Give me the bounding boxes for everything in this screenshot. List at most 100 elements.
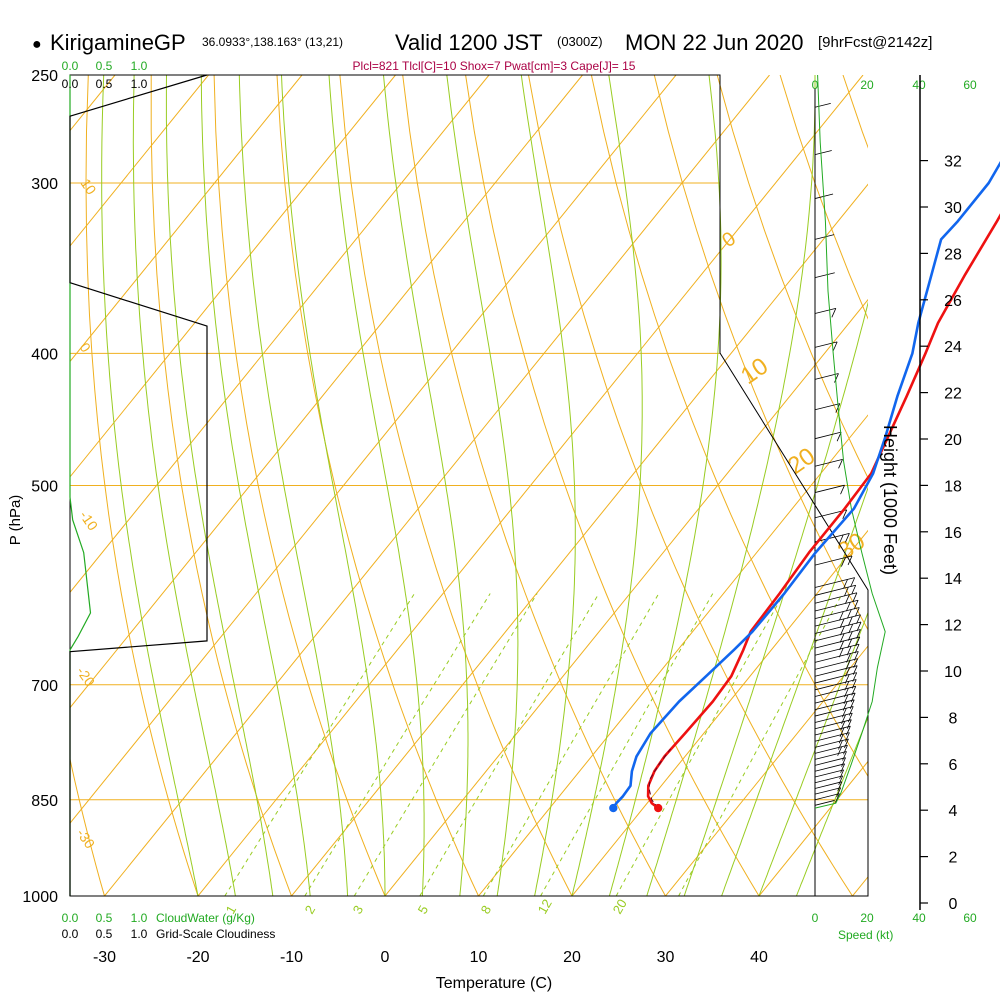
wind-barb-tick	[846, 609, 852, 619]
dry-adiabat-line	[85, 75, 199, 896]
site-coords: 36.0933°,138.163° (13,21)	[202, 35, 343, 49]
dry-adiabat-line	[70, 756, 105, 896]
temperature-tick-label: 30	[657, 949, 675, 966]
valid-date: MON 22 Jun 2020	[625, 30, 804, 55]
isotherm-line	[291, 183, 868, 896]
wind-barb	[814, 781, 842, 789]
moist-adiabat-line	[721, 486, 868, 896]
wind-barb-tick	[846, 646, 852, 656]
wind-speed-profile	[814, 74, 886, 809]
wind-barb-tick	[840, 763, 845, 773]
dry-adiabat-line	[528, 75, 853, 896]
wind-barb	[814, 719, 852, 730]
wind-barb-tick	[832, 341, 838, 352]
height-tick-label: 30	[944, 200, 962, 217]
height-tick-label: 32	[944, 154, 962, 171]
wind-barb-tick	[853, 651, 859, 661]
wind-barb	[814, 621, 862, 634]
height-tick-label: 16	[944, 525, 962, 542]
mixing-ratio-lines	[224, 593, 843, 896]
cloudiness-tick-top: 0.0	[62, 77, 79, 91]
dry-adiabat-label: -20	[74, 664, 99, 690]
wind-barb	[814, 744, 848, 754]
wind-barb-tick	[834, 373, 839, 383]
wind-barb-tick	[846, 719, 852, 729]
wind-barb-tick	[841, 708, 847, 718]
mixing-ratio-line	[353, 593, 538, 896]
wind-barb-tick	[837, 781, 843, 791]
height-tick-label: 24	[944, 339, 962, 356]
mixing-ratio-label: 12	[535, 896, 555, 916]
wind-barb-tick	[856, 614, 861, 624]
dry-adiabat-label: -10	[77, 508, 102, 534]
pressure-axis-label: P (hPa)	[7, 495, 24, 546]
wind-speed-line	[814, 74, 886, 809]
speed-tick-bottom: 60	[963, 911, 977, 925]
wind-barb-tick	[856, 621, 862, 632]
wind-barb	[814, 636, 860, 649]
dry-adiabat-line	[465, 75, 760, 896]
wind-barb-tick	[838, 740, 843, 750]
wind-barb-tick	[851, 585, 857, 595]
wind-barb	[814, 272, 835, 279]
wind-barb-tick	[852, 672, 858, 682]
wind-barb-tick	[838, 648, 844, 658]
height-tick-label: 0	[949, 896, 958, 913]
wind-barb-tick	[838, 459, 843, 469]
wind-barb-tick	[842, 701, 848, 711]
wind-barb-tick	[844, 594, 850, 604]
header-bullet: ●	[32, 36, 42, 53]
moist-adiabat-line	[520, 75, 576, 896]
wind-barb	[814, 373, 839, 380]
wind-barb-tick	[841, 557, 846, 567]
mixing-ratio-label: 20	[610, 896, 630, 916]
wind-barb	[814, 431, 842, 440]
cloudiness-tick-top: 0.5	[96, 77, 113, 91]
wind-barb	[814, 614, 861, 627]
wind-barb-tick	[843, 579, 848, 589]
moist-adiabat-line	[281, 75, 386, 896]
isotherm-line	[104, 75, 770, 896]
wind-barb	[814, 751, 847, 760]
wind-barb-tick	[843, 694, 849, 705]
mixing-ratio-line	[224, 593, 415, 896]
site-name: KirigamineGP	[50, 30, 186, 55]
temperature-tick-label: -30	[93, 949, 116, 966]
height-tick-label: 4	[949, 803, 958, 820]
wind-barb-tick	[848, 706, 854, 716]
pressure-tick-label: 850	[31, 793, 58, 810]
mixing-ratio-label: 8	[478, 903, 495, 917]
wind-barb	[814, 555, 853, 566]
isotherm-line	[478, 414, 868, 896]
moist-adiabat-line	[238, 75, 349, 896]
height-tick-label: 12	[944, 618, 962, 635]
wind-barb	[814, 484, 845, 493]
cloudiness-tick-bottom: 1.0	[131, 927, 148, 941]
moist-adiabat-line	[165, 75, 274, 896]
dry-adiabat-label: 10	[78, 176, 100, 198]
mixing-ratio-label: 3	[350, 903, 367, 917]
isotherm-line	[197, 75, 864, 896]
isotherm-line	[70, 75, 209, 247]
wind-barb-tick	[838, 775, 844, 786]
stability-indices: Plcl=821 Tlcl[C]=10 Shox=7 Pwat[cm]=3 Ca…	[353, 59, 636, 73]
temperature-axis-label: Temperature (C)	[436, 975, 552, 992]
wind-barb-tick	[842, 509, 848, 519]
wind-barb	[814, 732, 850, 742]
wind-barb-tick	[839, 727, 845, 737]
wind-barb-tick	[850, 692, 856, 703]
mixing-ratio-label: 5	[415, 903, 432, 917]
wind-barb	[814, 725, 851, 736]
wind-barb-tick	[847, 631, 853, 641]
wind-barb	[814, 763, 845, 772]
height-tick-label: 18	[944, 478, 962, 495]
wind-barb	[814, 769, 844, 778]
cloudiness-tick-bottom: 0.5	[96, 927, 113, 941]
temperature-tick-label: 20	[563, 949, 581, 966]
pressure-axis: 250 300 400 500 700 850 1000	[22, 68, 58, 906]
dry-adiabat-line	[653, 75, 868, 631]
wind-barb	[814, 775, 843, 784]
wind-barb	[814, 685, 856, 697]
speed-tick-top: 40	[912, 78, 926, 92]
